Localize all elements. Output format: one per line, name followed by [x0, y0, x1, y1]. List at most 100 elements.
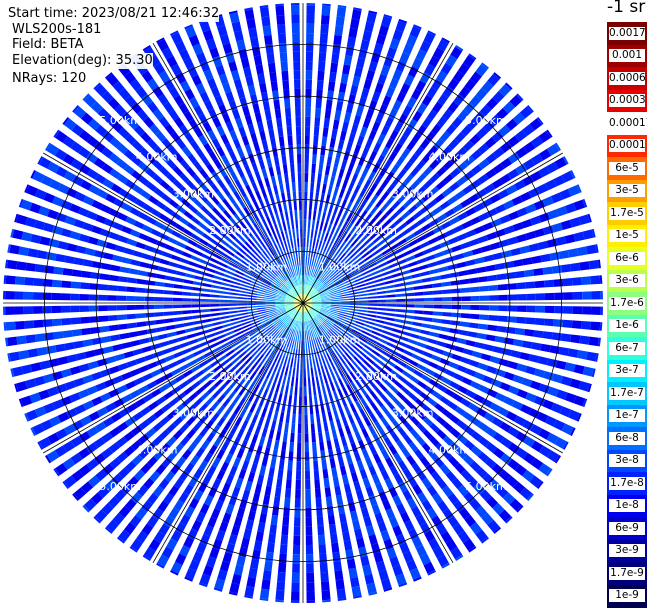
ppi-gate-cell	[344, 540, 353, 550]
ppi-gate-cell	[267, 53, 275, 63]
ppi-gate-cell	[207, 243, 217, 250]
ppi-gate-cell	[240, 156, 248, 166]
ppi-gate-cell	[544, 280, 554, 288]
ppi-gate-cell	[319, 544, 327, 554]
ppi-gate-cell	[304, 396, 307, 405]
ppi-gate-cell	[42, 306, 51, 314]
ppi-gate-cell	[164, 311, 174, 316]
ppi-gate-cell	[201, 314, 211, 318]
ppi-gate-cell	[230, 171, 238, 181]
ppi-gate-cell	[230, 288, 240, 292]
ppi-gate-cell	[382, 271, 392, 276]
ppi-gate-cell	[305, 443, 309, 452]
ppi-gate-cell	[322, 413, 327, 423]
ppi-gate-cell	[264, 561, 273, 571]
ppi-gate-cell	[305, 135, 310, 144]
ppi-gate-cell	[565, 362, 576, 372]
ppi-gate-cell	[294, 517, 300, 526]
ppi-gate-cell	[139, 233, 149, 241]
ppi-gate-cell	[216, 405, 225, 415]
ppi-gate-cell	[328, 204, 333, 214]
ppi-gate-cell	[246, 18, 256, 29]
ppi-gate-cell	[286, 479, 292, 489]
ppi-gate-cell	[326, 496, 333, 506]
ppi-gate-cell	[297, 443, 301, 452]
ppi-gate-cell	[76, 352, 87, 360]
ppi-gate-cell	[184, 322, 194, 327]
ppi-gate-cell	[395, 253, 405, 260]
ppi-gate-cell	[540, 254, 550, 263]
ppi-gate-cell	[250, 559, 259, 570]
ppi-gate-cell	[406, 344, 416, 351]
ppi-gate-cell	[9, 352, 20, 362]
ppi-gate-cell	[156, 240, 166, 248]
ppi-gate-cell	[386, 290, 396, 294]
ppi-gate-cell	[434, 348, 444, 355]
ppi-gate-cell	[380, 179, 389, 189]
ppi-gate-cell	[452, 297, 461, 302]
ppi-gate-cell	[331, 305, 340, 307]
ppi-gate-cell	[328, 81, 335, 91]
ppi-gate-cell	[336, 495, 343, 505]
ppi-gate-cell	[328, 147, 334, 157]
ppi-gate-cell	[126, 296, 135, 301]
ppi-gate-cell	[237, 147, 245, 157]
ppi-gate-cell	[58, 241, 69, 250]
colorbar-tick-label: 1e-6	[609, 319, 645, 332]
ppi-gate-cell	[538, 241, 549, 250]
ppi-gate-cell	[226, 474, 235, 485]
ppi-gate-cell	[292, 182, 296, 192]
ppi-gate-cell	[232, 486, 240, 497]
colorbar-tick-label: 3e-9	[609, 544, 645, 557]
ppi-gate-cell	[360, 40, 369, 51]
range-ring-label: 2.00km	[355, 224, 397, 237]
ppi-gate-cell	[288, 145, 293, 155]
ppi-gate-cell	[211, 313, 221, 317]
ppi-gate-cell	[79, 363, 90, 372]
ppi-gate-cell	[229, 311, 238, 314]
ppi-gate-cell	[289, 154, 294, 164]
ppi-gate-cell	[495, 263, 505, 270]
ppi-gate-cell	[6, 322, 16, 331]
ppi-gate-cell	[386, 308, 395, 311]
colorbar-tick-label: 1e-9	[609, 589, 645, 602]
ppi-gate-cell	[370, 402, 378, 412]
ppi-gate-cell	[305, 470, 310, 479]
ppi-gate-cell	[311, 229, 314, 238]
ppi-gate-cell	[510, 350, 521, 358]
ppi-gate-cell	[314, 201, 318, 211]
ppi-gate-cell	[348, 162, 355, 172]
ppi-gate-cell	[237, 448, 245, 458]
range-ring-label: 3.00km	[392, 407, 434, 420]
ppi-gate-cell	[305, 498, 311, 507]
ppi-gate-cell	[145, 288, 155, 293]
ppi-gate-cell	[217, 203, 226, 212]
ppi-gate-cell	[285, 488, 291, 498]
ppi-gate-cell	[248, 392, 255, 402]
ppi-gate-cell	[373, 274, 383, 279]
ppi-gate-cell	[257, 305, 266, 307]
ppi-gate-cell	[398, 222, 408, 230]
ppi-gate-cell	[106, 356, 117, 364]
ppi-gate-cell	[261, 16, 270, 26]
ppi-gate-cell	[273, 100, 280, 110]
ppi-gate-cell	[273, 411, 278, 421]
ppi-gate-cell	[332, 429, 338, 439]
ppi-gate-cell	[257, 74, 265, 84]
ppi-gate-cell	[323, 222, 328, 232]
ppi-gate-cell	[251, 182, 258, 192]
ppi-gate-cell	[409, 375, 419, 383]
ppi-gate-cell	[259, 513, 267, 523]
ppi-gate-cell	[242, 106, 250, 117]
ppi-gate-cell	[507, 237, 518, 246]
ppi-gate-cell	[355, 431, 362, 441]
ppi-gate-cell	[329, 524, 337, 534]
ppi-gate-cell	[31, 234, 42, 244]
ppi-gate-cell	[314, 117, 320, 127]
ppi-gate-cell	[365, 405, 373, 415]
ppi-gate-cell	[373, 327, 383, 332]
ppi-gate-cell	[563, 292, 573, 300]
ppi-gate-cell	[333, 119, 340, 129]
ppi-gate-cell	[386, 342, 396, 349]
ppi-gate-cell	[559, 347, 570, 356]
